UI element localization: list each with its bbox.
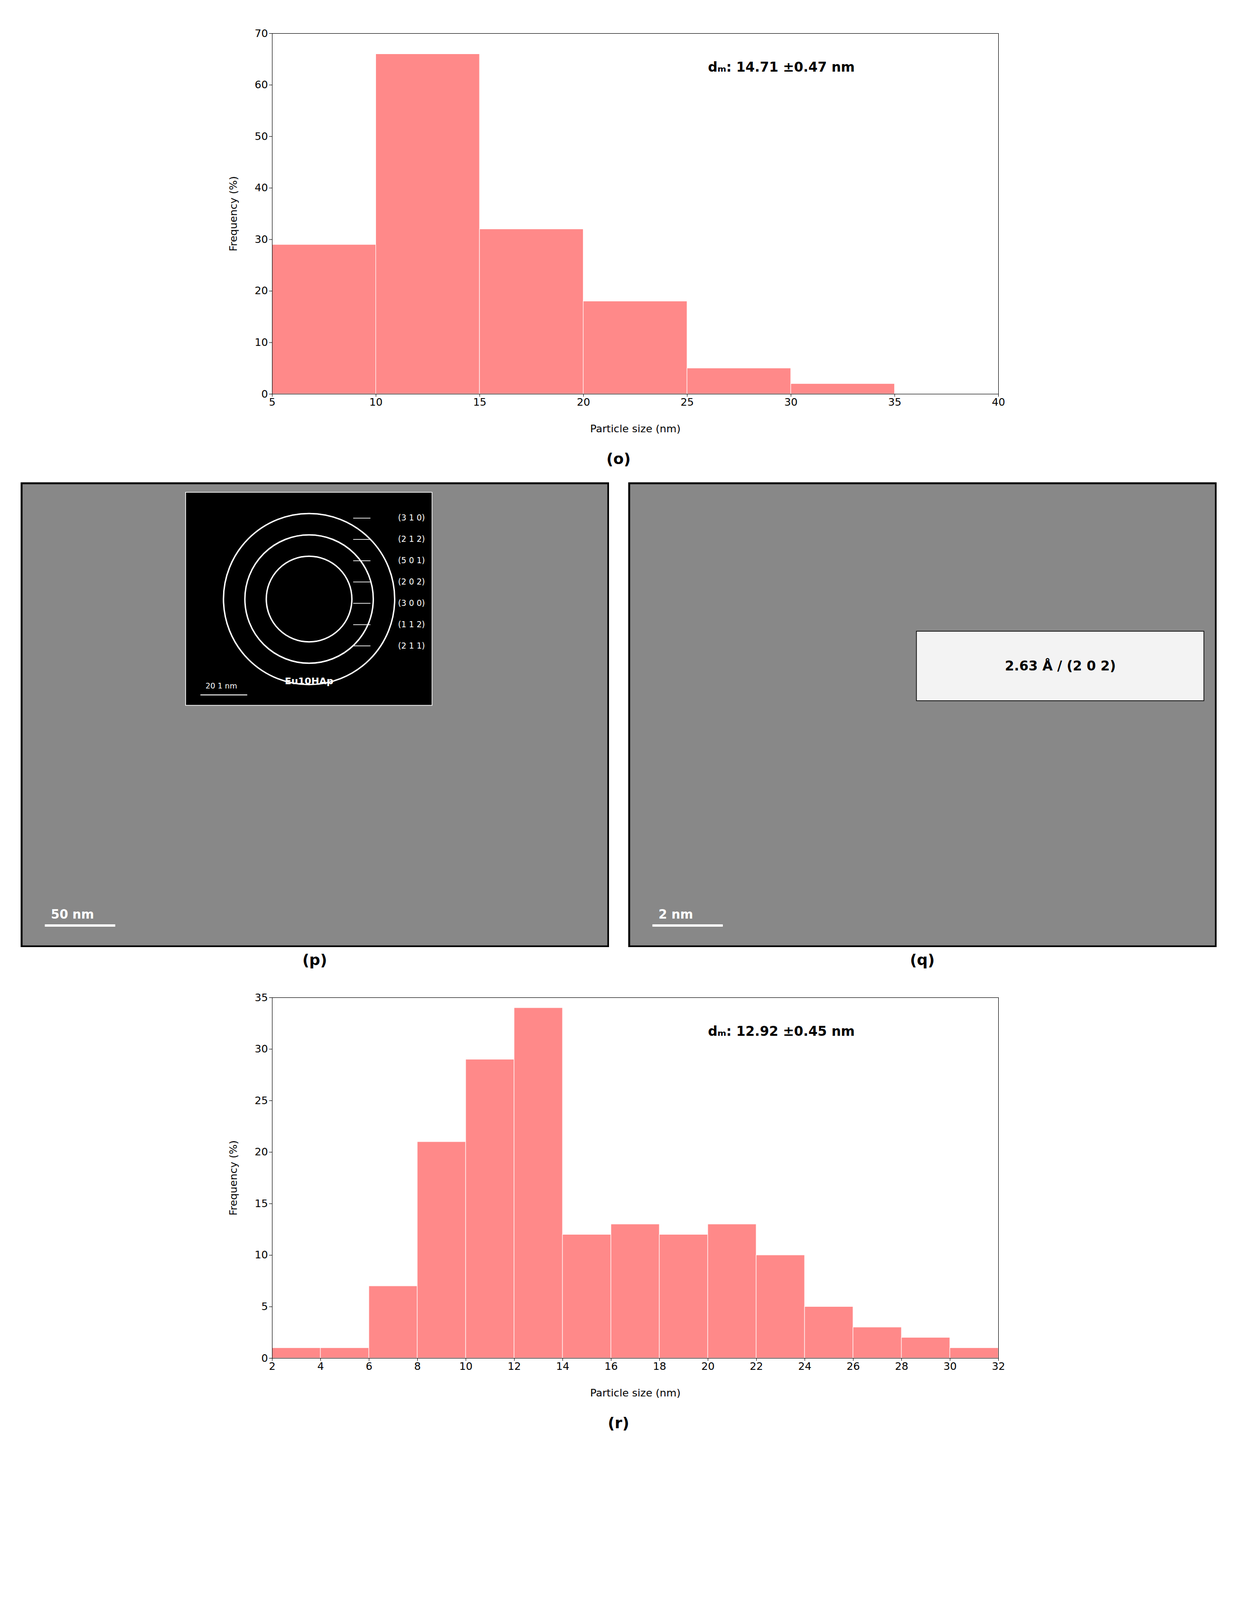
svg-text:20: 20 (254, 1146, 269, 1159)
svg-text:12: 12 (507, 1360, 522, 1373)
svg-text:Eu10HAp: Eu10HAp (284, 675, 334, 687)
svg-text:30: 30 (784, 396, 798, 409)
svg-text:dₘ: 12.92 ±0.45 nm: dₘ: 12.92 ±0.45 nm (708, 1023, 855, 1040)
svg-text:20 1 nm: 20 1 nm (205, 681, 237, 691)
svg-text:Frequency (%): Frequency (%) (227, 176, 240, 252)
svg-text:(5 0 1): (5 0 1) (398, 555, 426, 566)
svg-text:(2 0 2): (2 0 2) (398, 577, 426, 587)
svg-text:(2 1 2): (2 1 2) (398, 534, 426, 544)
svg-text:dₘ: 14.71 ±0.47 nm: dₘ: 14.71 ±0.47 nm (708, 59, 855, 75)
svg-text:18: 18 (653, 1360, 667, 1373)
svg-text:22: 22 (749, 1360, 764, 1373)
svg-text:15: 15 (473, 396, 487, 409)
svg-text:10: 10 (369, 396, 383, 409)
html-text:(p): (p) (302, 951, 328, 970)
svg-text:50 nm: 50 nm (50, 907, 94, 922)
svg-text:24: 24 (798, 1360, 812, 1373)
svg-text:35: 35 (888, 396, 902, 409)
svg-text:14: 14 (556, 1360, 570, 1373)
svg-text:Frequency (%): Frequency (%) (227, 1140, 240, 1217)
svg-text:8: 8 (414, 1360, 422, 1373)
svg-text:2: 2 (269, 1360, 276, 1373)
svg-text:40: 40 (254, 181, 269, 194)
html-text:(q): (q) (909, 951, 935, 970)
svg-text:16: 16 (604, 1360, 619, 1373)
svg-text:20: 20 (254, 284, 269, 297)
svg-text:6: 6 (365, 1360, 373, 1373)
html-text:(o): (o) (606, 449, 631, 469)
svg-text:30: 30 (254, 1043, 269, 1056)
svg-text:32: 32 (992, 1360, 1006, 1373)
svg-text:10: 10 (254, 336, 269, 349)
svg-text:2.63 Å / (2 0 2): 2.63 Å / (2 0 2) (1004, 657, 1116, 675)
svg-text:50: 50 (254, 130, 269, 143)
svg-text:70: 70 (254, 27, 269, 40)
svg-text:0: 0 (261, 388, 269, 401)
svg-text:15: 15 (254, 1198, 269, 1210)
svg-text:Particle size (nm): Particle size (nm) (590, 422, 681, 435)
svg-text:35: 35 (254, 992, 269, 1004)
svg-text:30: 30 (943, 1360, 957, 1373)
svg-text:(1 1 2): (1 1 2) (398, 619, 426, 630)
svg-text:10: 10 (254, 1249, 269, 1262)
svg-text:20: 20 (576, 396, 591, 409)
svg-text:Particle size (nm): Particle size (nm) (590, 1387, 681, 1400)
svg-text:5: 5 (269, 396, 276, 409)
svg-text:40: 40 (992, 396, 1006, 409)
svg-text:4: 4 (317, 1360, 325, 1373)
svg-text:(3 0 0): (3 0 0) (398, 598, 426, 609)
html-text:(r): (r) (607, 1414, 630, 1433)
svg-text:10: 10 (459, 1360, 473, 1373)
svg-text:25: 25 (254, 1095, 269, 1107)
svg-text:60: 60 (254, 78, 269, 91)
svg-text:5: 5 (261, 1301, 269, 1313)
svg-text:(2 1 1): (2 1 1) (398, 641, 426, 651)
svg-text:0: 0 (261, 1352, 269, 1365)
svg-text:25: 25 (680, 396, 694, 409)
svg-text:30: 30 (254, 233, 269, 246)
svg-text:(3 1 0): (3 1 0) (398, 513, 426, 523)
svg-text:20: 20 (701, 1360, 715, 1373)
svg-text:28: 28 (895, 1360, 909, 1373)
svg-text:2 nm: 2 nm (658, 907, 694, 922)
svg-text:26: 26 (846, 1360, 861, 1373)
